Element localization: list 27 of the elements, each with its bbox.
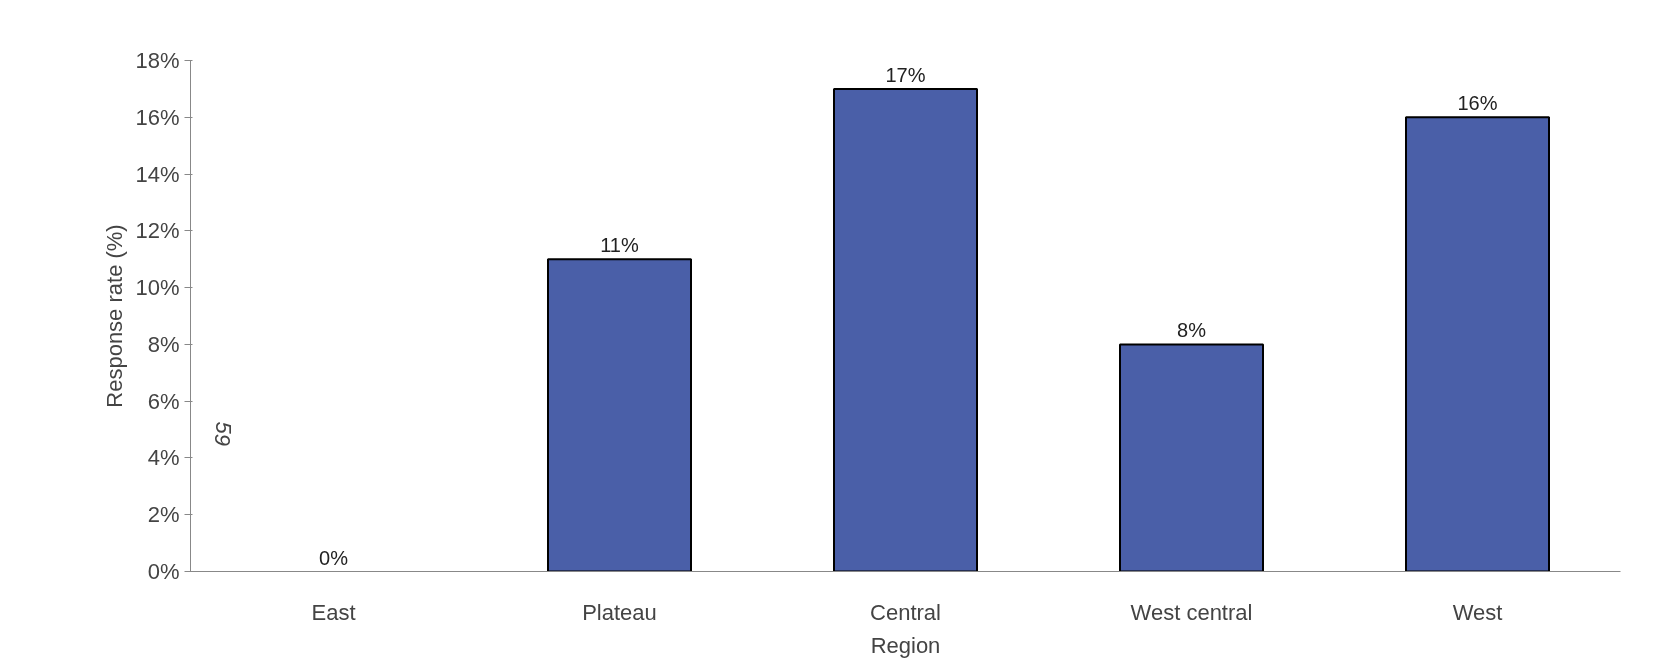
y-tick-label: 16% [135, 104, 180, 130]
y-tick-label: 8% [147, 331, 180, 357]
data-label: 17% [885, 63, 926, 86]
data-label: 0% [319, 546, 349, 569]
bar [1119, 343, 1264, 572]
y-tick-label: 4% [147, 445, 180, 471]
y-axis-title: Response rate (%) [102, 224, 128, 408]
y-tick-label: 10% [135, 275, 180, 301]
y-tick-label: 0% [147, 559, 180, 584]
x-tick-label: West [1452, 599, 1503, 625]
data-label: 8% [1177, 319, 1207, 342]
y-tick-label: 14% [135, 161, 180, 187]
data-label: 16% [1457, 92, 1498, 115]
y-tick-label: 12% [135, 218, 180, 244]
x-tick-label: Central [870, 599, 941, 625]
data-label: 11% [600, 234, 639, 257]
y-tick-label: 18% [135, 48, 180, 73]
bar [1405, 116, 1550, 572]
bar [547, 258, 692, 572]
x-tick-label: Plateau [582, 599, 657, 625]
annotation: 59 [210, 421, 236, 446]
x-tick-label: East [311, 599, 356, 625]
y-tick-label: 6% [147, 388, 180, 414]
bar [833, 87, 978, 572]
x-axis-title: Region [870, 632, 941, 658]
y-tick-label: 2% [147, 502, 180, 528]
x-tick-label: West central [1130, 599, 1253, 625]
